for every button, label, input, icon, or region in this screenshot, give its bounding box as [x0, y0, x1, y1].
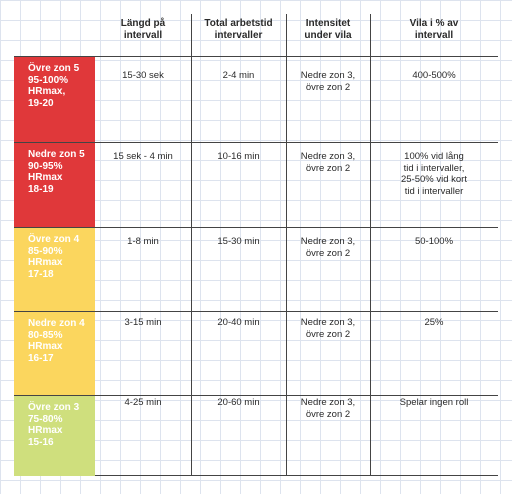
total-work-time-cell: 15-30 min — [217, 236, 260, 247]
interval-length-cell: 15 sek - 4 min — [113, 151, 173, 162]
header-interval-length: Längd på intervall — [120, 18, 166, 41]
rest-intensity-cell: Nedre zon 3, övre zon 2 — [300, 151, 356, 174]
interval-length-cell: 4-25 min — [124, 397, 162, 408]
row-divider — [14, 311, 498, 312]
header-total-work-time: Total arbetstid intervaller — [204, 18, 273, 41]
rest-intensity-cell: Nedre zon 3, övre zon 2 — [300, 317, 356, 340]
total-work-time-cell: 10-16 min — [217, 151, 260, 162]
zone-label: Övre zon 4 85-90% HRmax 17-18 — [14, 228, 95, 311]
column-divider — [191, 14, 192, 476]
rest-percent-cell: Spelar ingen roll — [399, 397, 469, 408]
column-divider — [286, 14, 287, 476]
rest-percent-cell: 100% vid lång tid i intervaller, 25-50% … — [400, 151, 467, 197]
interval-length-cell: 15-30 sek — [122, 70, 164, 81]
total-work-time-cell: 2-4 min — [222, 70, 255, 81]
zone-label: Nedre zon 4 80-85% HRmax 16-17 — [14, 312, 95, 395]
rest-percent-cell: 400-500% — [412, 70, 456, 81]
zone-table: Längd på intervall Total arbetstid inter… — [14, 14, 498, 476]
total-work-time-cell: 20-40 min — [217, 317, 260, 328]
row-divider — [14, 142, 498, 143]
row-divider — [14, 56, 498, 57]
total-work-time-cell: 20-60 min — [217, 397, 260, 408]
row-divider — [14, 475, 498, 476]
header-rest-percent: Vila i % av intervall — [409, 18, 459, 41]
rest-intensity-cell: Nedre zon 3, övre zon 2 — [300, 397, 356, 420]
column-divider — [370, 14, 371, 476]
header-rest-intensity: Intensitet under vila — [304, 18, 352, 41]
interval-length-cell: 3-15 min — [124, 317, 162, 328]
row-divider — [14, 227, 498, 228]
interval-length-cell: 1-8 min — [127, 236, 159, 247]
zone-label: Övre zon 3 75-80% HRmax 15-16 — [14, 396, 95, 476]
zone-label: Nedre zon 5 90-95% HRmax 18-19 — [14, 143, 95, 227]
row-divider — [14, 395, 498, 396]
zone-label: Övre zon 5 95-100% HRmax, 19-20 — [14, 57, 95, 142]
rest-percent-cell: 25% — [424, 317, 444, 328]
rest-percent-cell: 50-100% — [414, 236, 454, 247]
rest-intensity-cell: Nedre zon 3, övre zon 2 — [300, 70, 356, 93]
rest-intensity-cell: Nedre zon 3, övre zon 2 — [300, 236, 356, 259]
